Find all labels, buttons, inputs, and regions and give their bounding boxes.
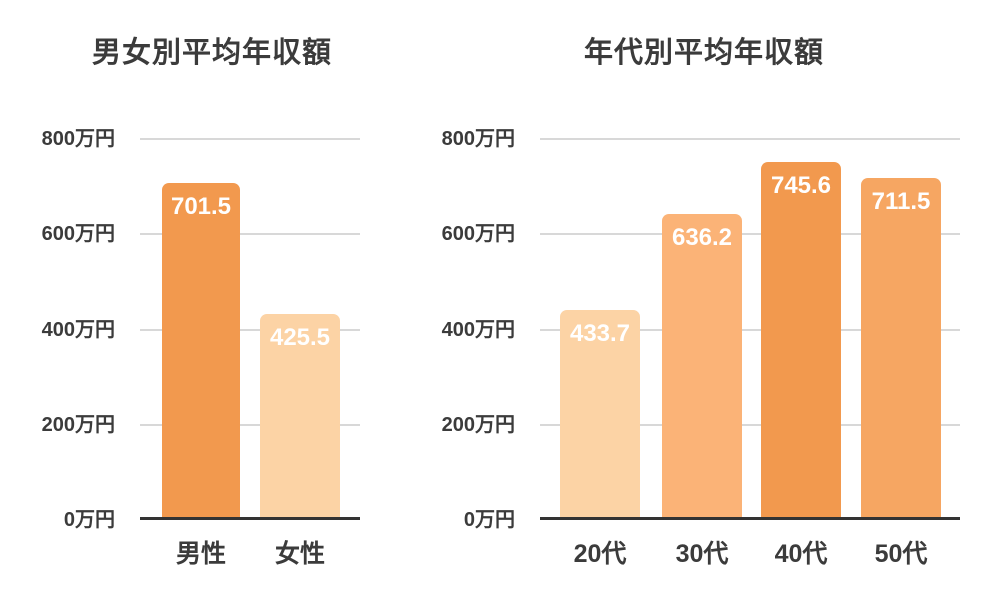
gridline-400 bbox=[540, 328, 960, 331]
bar-value-label: 711.5 bbox=[871, 188, 931, 215]
gridline-400 bbox=[140, 328, 360, 331]
gridline-600 bbox=[140, 233, 360, 236]
gridline-600 bbox=[540, 233, 960, 236]
bar-value-label: 745.6 bbox=[770, 172, 832, 199]
gender-chart-title: 男女別平均年収額 bbox=[91, 37, 332, 69]
y-axis-tick-label: 400万円 bbox=[41, 318, 115, 341]
y-axis-tick-label: 200万円 bbox=[441, 413, 515, 436]
bar-30代: 636.2 bbox=[662, 214, 742, 517]
gridline-800 bbox=[140, 138, 360, 140]
y-axis-tick-label: 600万円 bbox=[441, 223, 515, 246]
bar-女性: 425.5 bbox=[260, 314, 340, 517]
bar-20代: 433.7 bbox=[560, 310, 640, 517]
bar-value-label: 433.7 bbox=[569, 320, 631, 347]
x-category-label-30代: 30代 bbox=[675, 540, 729, 568]
gridline-800 bbox=[540, 138, 960, 140]
bar-50代: 711.5 bbox=[861, 178, 941, 517]
x-category-label-20代: 20代 bbox=[573, 540, 627, 568]
x-category-label-40代: 40代 bbox=[774, 540, 828, 568]
y-axis-tick-label: 800万円 bbox=[441, 128, 515, 150]
age-chart-plot-area: 0万円 200万円 400万円 600万円 800万円 433.7 20代 636.2 30代 7… bbox=[442, 128, 960, 568]
gridline-200 bbox=[540, 423, 960, 426]
bar-value-label: 636.2 bbox=[671, 224, 733, 251]
bar-value-label: 701.5 bbox=[170, 193, 232, 220]
gridline-200 bbox=[140, 423, 360, 426]
x-category-label-女性: 女性 bbox=[274, 540, 325, 568]
x-category-label-50代: 50代 bbox=[874, 540, 928, 568]
y-axis-tick-label: 200万円 bbox=[41, 413, 115, 436]
y-axis-tick-label: 800万円 bbox=[41, 128, 115, 150]
bar-40代: 745.6 bbox=[761, 162, 841, 517]
y-axis-tick-label: 400万円 bbox=[441, 318, 515, 341]
bar-男性: 701.5 bbox=[162, 183, 240, 517]
y-axis-tick-label: 0万円 bbox=[463, 509, 515, 531]
x-category-label-男性: 男性 bbox=[175, 540, 226, 568]
gender-chart-plot-area: 0万円 200万円 400万円 600万円 800万円 701.5 男性 425.5 女性 bbox=[42, 128, 360, 568]
bar-value-label: 425.5 bbox=[269, 324, 331, 351]
age-chart-title: 年代別平均年収額 bbox=[583, 37, 824, 69]
y-axis-tick-label: 0万円 bbox=[63, 509, 115, 531]
y-axis-tick-label: 600万円 bbox=[41, 223, 115, 246]
